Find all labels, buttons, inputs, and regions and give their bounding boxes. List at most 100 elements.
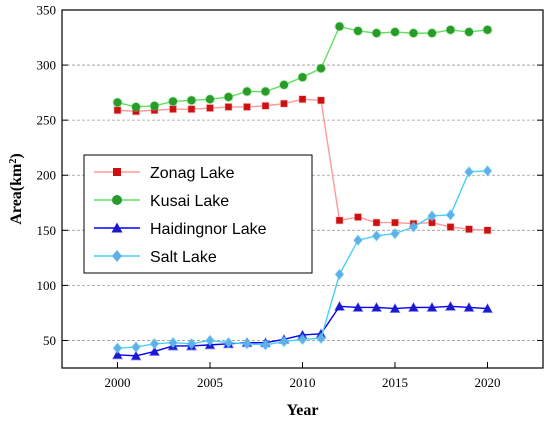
legend-label-kusai-lake: Kusai Lake [150, 193, 229, 210]
data-point-haidingnor-lake-2018 [445, 301, 456, 311]
y-tick-label-150: 150 [37, 223, 57, 238]
data-point-zonag-lake-2007 [243, 103, 251, 111]
data-point-kusai-lake-2002 [150, 101, 159, 110]
x-axis-title: Year [287, 402, 319, 419]
data-point-kusai-lake-2017 [427, 29, 437, 38]
series-layer [112, 21, 493, 361]
data-point-haidingnor-lake-2020 [482, 304, 493, 313]
data-point-kusai-lake-2010 [298, 73, 307, 82]
x-tick-label-2020: 2020 [475, 375, 501, 390]
legend-label-zonag-lake: Zonag Lake [150, 165, 235, 182]
x-tick-label-2015: 2015 [382, 375, 408, 390]
legend-label-salt-lake: Salt Lake [150, 249, 217, 266]
x-tick-label-2010: 2010 [290, 375, 316, 390]
data-point-zonag-lake-2020 [484, 227, 491, 234]
data-point-salt-lake-2019 [464, 167, 474, 177]
data-point-salt-lake-2001 [131, 342, 141, 352]
data-point-zonag-lake-2004 [188, 105, 195, 113]
data-point-haidingnor-lake-2016 [408, 302, 419, 312]
x-tick-label-2005: 2005 [197, 375, 223, 390]
data-point-kusai-lake-2000 [113, 98, 122, 107]
series-line-kusai-lake [117, 25, 488, 108]
data-point-kusai-lake-2011 [316, 64, 326, 73]
data-point-salt-lake-2017 [427, 211, 437, 221]
data-point-kusai-lake-2020 [483, 25, 492, 34]
data-point-kusai-lake-2018 [446, 25, 455, 34]
data-point-kusai-lake-2005 [205, 95, 215, 104]
data-point-salt-lake-2016 [409, 222, 418, 232]
data-point-zonag-lake-2015 [391, 219, 399, 226]
data-point-kusai-lake-2019 [464, 27, 474, 37]
data-point-kusai-lake-2007 [242, 87, 252, 96]
data-point-zonag-lake-2009 [280, 100, 288, 107]
data-point-haidingnor-lake-2017 [427, 302, 437, 312]
data-point-kusai-lake-2006 [224, 92, 233, 102]
data-point-kusai-lake-2003 [168, 97, 178, 106]
legend-label-haidingnor-lake: Haidingnor Lake [150, 221, 267, 238]
data-point-zonag-lake-2000 [114, 106, 121, 114]
data-point-haidingnor-lake-2002 [149, 346, 160, 356]
legend-box [83, 154, 313, 274]
series-haidingnor-lake [112, 300, 493, 361]
data-point-salt-lake-2018 [446, 209, 455, 220]
data-point-salt-lake-2000 [113, 343, 122, 354]
data-point-salt-lake-2008 [261, 339, 270, 350]
series-zonag-lake [113, 95, 492, 235]
axis-ticks: 50 100 150 200 250 300 350 2000 2005 2010 2015 2020 [37, 3, 543, 390]
data-point-haidingnor-lake-2019 [464, 302, 474, 312]
data-point-haidingnor-lake-2012 [334, 301, 345, 311]
data-point-salt-lake-2014 [372, 230, 381, 241]
data-point-zonag-lake-2018 [447, 223, 454, 231]
series-salt-lake [112, 164, 493, 355]
y-axis-title-close: ) [8, 153, 25, 158]
series-kusai-lake [112, 21, 493, 112]
y-axis-title-sup: 2 [8, 159, 19, 164]
data-point-haidingnor-lake-2015 [390, 304, 400, 313]
data-point-zonag-lake-2006 [225, 103, 232, 111]
data-point-zonag-lake-2005 [206, 104, 214, 112]
legend-marker-kusai-lake [112, 195, 122, 205]
data-point-kusai-lake-2015 [390, 27, 400, 37]
x-tick-label-2000: 2000 [105, 375, 131, 390]
data-point-zonag-lake-2013 [354, 213, 362, 221]
data-point-haidingnor-lake-2000 [112, 350, 123, 359]
y-tick-label-50: 50 [43, 333, 56, 348]
y-axis-title-main: Area(km [8, 163, 25, 225]
data-point-kusai-lake-2008 [261, 87, 270, 96]
legend-marker-zonag-lake [113, 168, 121, 176]
data-point-salt-lake-2011 [316, 333, 326, 344]
data-point-zonag-lake-2001 [132, 108, 140, 115]
data-point-zonag-lake-2008 [262, 102, 269, 110]
data-point-kusai-lake-2012 [335, 22, 344, 31]
y-tick-label-100: 100 [37, 278, 57, 293]
legend-marker-haidingnor-lake [111, 222, 123, 233]
data-point-zonag-lake-2011 [317, 97, 325, 104]
data-point-zonag-lake-2014 [373, 219, 380, 226]
legend-marker-salt-lake [112, 250, 122, 262]
data-point-kusai-lake-2001 [131, 102, 141, 112]
data-point-salt-lake-2015 [390, 228, 400, 239]
y-tick-label-300: 300 [37, 58, 57, 73]
data-point-zonag-lake-2019 [465, 225, 473, 233]
data-point-haidingnor-lake-2014 [371, 302, 382, 312]
data-point-zonag-lake-2003 [169, 105, 177, 113]
data-point-zonag-lake-2002 [151, 106, 158, 114]
y-tick-label-250: 250 [37, 113, 57, 128]
data-point-salt-lake-2013 [353, 235, 363, 246]
data-point-haidingnor-lake-2013 [353, 302, 363, 312]
data-point-haidingnor-lake-2001 [131, 351, 141, 360]
data-point-zonag-lake-2017 [428, 219, 436, 226]
data-point-kusai-lake-2004 [187, 96, 196, 105]
data-point-zonag-lake-2010 [299, 95, 306, 103]
data-point-kusai-lake-2013 [353, 26, 363, 36]
y-tick-label-350: 350 [37, 3, 57, 18]
data-point-kusai-lake-2016 [409, 29, 418, 38]
y-axis-title: Area(km2) [8, 153, 26, 224]
data-point-zonag-lake-2012 [336, 217, 343, 224]
data-point-kusai-lake-2014 [372, 29, 381, 38]
data-point-salt-lake-2005 [205, 335, 215, 346]
data-point-salt-lake-2020 [483, 165, 492, 176]
data-point-kusai-lake-2009 [279, 80, 289, 90]
data-point-salt-lake-2012 [335, 269, 344, 280]
